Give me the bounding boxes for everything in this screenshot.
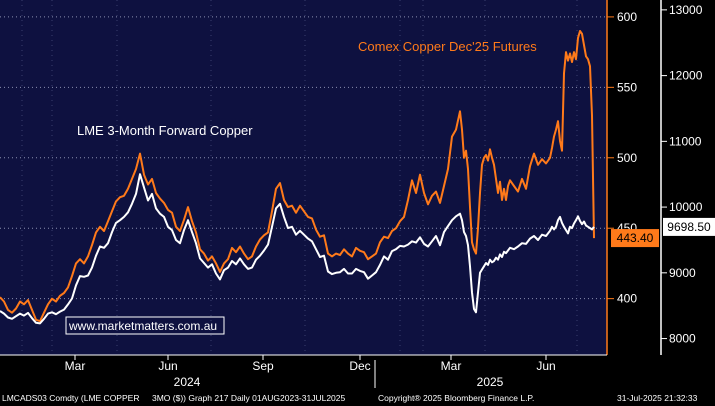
- series-line-comex: [0, 30, 595, 323]
- left-tick-label: 550: [617, 80, 637, 94]
- x-tick-label: Mar: [441, 359, 462, 373]
- footer-copyright: Copyright® 2025 Bloomberg Finance L.P.: [378, 393, 534, 403]
- legend-lme: LME 3-Month Forward Copper: [77, 123, 253, 138]
- gridlines: [0, 0, 607, 355]
- x-tick-label: Sep: [252, 359, 274, 373]
- right-tick-label: 9000: [669, 266, 696, 280]
- x-tick-label: Dec: [349, 359, 370, 373]
- x-axis: Mar Jun Sep Dec Mar Jun 2024 2025: [0, 354, 607, 389]
- left-tick-label: 400: [617, 292, 637, 306]
- x-tick-label: Jun: [536, 359, 555, 373]
- year-label: 2025: [477, 375, 504, 389]
- x-tick-label: Mar: [65, 359, 86, 373]
- series-line-lme: [0, 173, 595, 325]
- left-tick-label: 600: [617, 10, 637, 24]
- lme-last-value: 9698.50: [667, 220, 711, 234]
- right-tick-label: 8000: [669, 332, 696, 346]
- right-tick-label: 11000: [669, 134, 702, 148]
- footer-ticker: LMCADS03 Comdty (LME COPPER: [2, 393, 139, 403]
- footer-graph-info: 3MO ($)) Graph 217 Daily 01AUG2023-31JUL…: [152, 393, 346, 403]
- watermark: www.marketmatters.com.au: [65, 316, 225, 335]
- year-label: 2024: [174, 375, 201, 389]
- comex-last-value: 443.40: [617, 231, 654, 245]
- series-lines: [0, 30, 595, 325]
- footer-timestamp: 31-Jul-2025 21:32:33: [617, 393, 698, 403]
- plot-area: [0, 0, 607, 355]
- right-tick-label: 10000: [669, 200, 703, 214]
- right-tick-label: 13000: [669, 3, 703, 17]
- legend-comex: Comex Copper Dec'25 Futures: [358, 39, 537, 54]
- right-tick-label: 12000: [669, 69, 703, 83]
- x-tick-label: Jun: [158, 359, 177, 373]
- right-axis: 8000 9000 10000 11000 12000 13000: [660, 0, 703, 355]
- last-value-flags: 443.40 9698.50: [611, 217, 715, 248]
- left-tick-label: 500: [617, 151, 637, 165]
- comex-last-flag: [611, 229, 659, 248]
- footer: LMCADS03 Comdty (LME COPPER 3MO ($)) Gra…: [0, 390, 715, 406]
- lme-last-flag: [663, 217, 715, 236]
- watermark-text: www.marketmatters.com.au: [68, 319, 217, 333]
